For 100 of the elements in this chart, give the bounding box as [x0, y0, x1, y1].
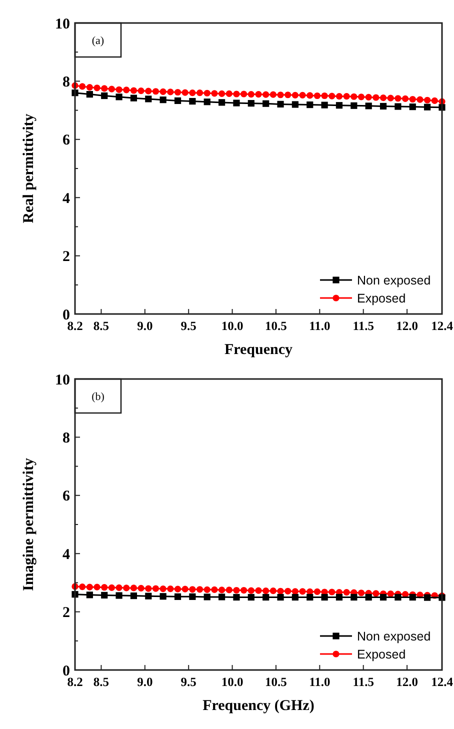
x-tick-label: 10.5 — [265, 319, 287, 333]
x-tick-label: 8.2 — [67, 675, 83, 689]
y-tick-label: 4 — [62, 546, 70, 563]
point — [380, 594, 387, 601]
point — [233, 90, 240, 98]
point — [365, 102, 372, 110]
point — [152, 88, 160, 95]
point — [314, 92, 321, 100]
point — [101, 592, 108, 599]
point — [130, 87, 138, 94]
point — [130, 94, 138, 102]
x-tick-label: 9.0 — [137, 319, 153, 333]
point — [277, 92, 284, 98]
point — [174, 593, 182, 600]
point — [116, 584, 122, 591]
x-tick-label: 11.0 — [309, 319, 330, 333]
point — [145, 592, 152, 600]
point — [402, 95, 409, 102]
point — [299, 588, 306, 595]
x-tick-label: 11.0 — [309, 675, 330, 689]
point — [350, 102, 358, 109]
point — [358, 590, 365, 596]
point — [108, 584, 115, 591]
y-tick-label: 10 — [55, 372, 70, 388]
y-tick-label: 2 — [62, 605, 70, 622]
point — [336, 594, 343, 601]
point — [174, 586, 182, 592]
point — [240, 90, 248, 98]
point — [314, 588, 321, 596]
point — [116, 86, 122, 93]
x-tick-label: 9.0 — [137, 675, 153, 689]
point — [306, 101, 314, 108]
legend-label: Exposed — [357, 291, 406, 306]
x-tick-label: 8.5 — [93, 675, 110, 689]
point — [262, 91, 270, 98]
x-axis-title: Frequency — [224, 342, 294, 358]
point — [336, 93, 343, 100]
point — [409, 594, 416, 601]
point — [211, 90, 218, 97]
x-tick-label: 8.5 — [93, 319, 110, 333]
x-tick-label: 12.4 — [431, 675, 454, 689]
point — [394, 594, 402, 601]
point — [350, 93, 358, 100]
point — [79, 83, 86, 90]
point — [321, 594, 328, 601]
point — [240, 586, 248, 594]
point — [394, 103, 402, 110]
point — [182, 586, 188, 592]
point — [130, 592, 138, 600]
point — [152, 585, 160, 592]
point — [101, 92, 108, 100]
point — [196, 586, 204, 593]
annotation: (a) — [92, 35, 104, 47]
point — [196, 90, 204, 96]
point — [321, 92, 328, 100]
point — [86, 90, 93, 98]
point — [189, 586, 196, 593]
point — [123, 584, 130, 592]
point — [394, 95, 402, 102]
point — [86, 84, 93, 91]
point — [292, 92, 298, 98]
point — [321, 102, 328, 108]
point — [138, 584, 144, 592]
point — [284, 92, 292, 98]
point — [218, 90, 226, 98]
point — [380, 102, 387, 110]
point — [299, 92, 306, 98]
point — [94, 84, 100, 92]
point — [350, 594, 358, 601]
point — [284, 588, 292, 594]
point — [167, 586, 174, 592]
point — [123, 86, 130, 94]
point — [328, 92, 336, 100]
legend-label: Exposed — [357, 647, 406, 662]
point — [255, 90, 262, 98]
y-axis-title: Imagine permittivity — [21, 458, 37, 591]
point — [365, 94, 372, 101]
point — [343, 93, 350, 100]
point — [431, 97, 438, 104]
point — [277, 100, 284, 108]
point — [372, 590, 380, 597]
point — [145, 96, 152, 102]
point — [204, 98, 210, 106]
point — [233, 586, 240, 594]
point — [160, 88, 166, 95]
point — [233, 594, 240, 601]
point — [174, 88, 182, 96]
x-tick-label: 11.5 — [352, 319, 374, 333]
point — [226, 586, 232, 594]
point — [409, 96, 416, 103]
point — [416, 96, 424, 103]
point — [233, 100, 240, 106]
point — [94, 584, 100, 590]
point — [182, 89, 188, 96]
x-axis-title: Frequency (GHz) — [202, 698, 314, 714]
point — [380, 94, 387, 102]
point — [189, 98, 196, 105]
point — [248, 594, 254, 601]
point — [218, 586, 226, 594]
point — [292, 101, 298, 108]
